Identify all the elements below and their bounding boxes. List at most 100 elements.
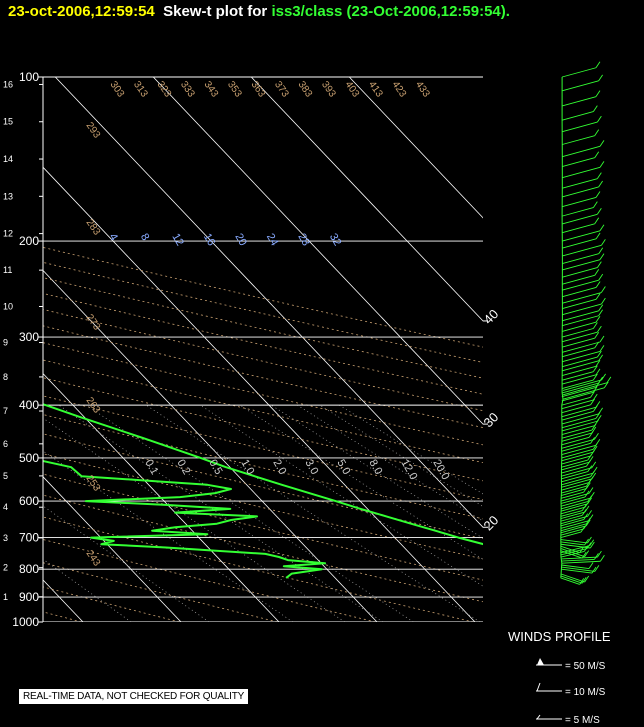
wind-barb-feather xyxy=(598,407,603,415)
height-km-label: 12 xyxy=(3,229,13,239)
wind-barb xyxy=(562,223,595,234)
isotherm-line xyxy=(43,372,280,622)
height-km-label: 9 xyxy=(3,338,8,348)
wind-barb xyxy=(562,230,601,242)
wind-barb xyxy=(560,506,586,515)
wind-barb-feather xyxy=(594,565,600,572)
wind-barb xyxy=(561,496,586,504)
wind-barb xyxy=(560,514,583,522)
wind-barb xyxy=(560,545,580,554)
wind-barb-feather xyxy=(600,297,606,305)
wind-barb-feather xyxy=(599,335,605,343)
wind-barb xyxy=(562,157,595,168)
wind-barb xyxy=(561,564,590,569)
wind-barb xyxy=(561,67,597,78)
height-km-label: 6 xyxy=(3,439,8,449)
wind-barb xyxy=(561,485,587,494)
dry-adiabat-line xyxy=(43,473,483,581)
wind-barb-feather xyxy=(587,497,592,505)
wind-barb xyxy=(561,186,599,198)
wind-legend-label: = 5 M/S xyxy=(565,715,600,726)
wind-barb xyxy=(561,476,591,486)
pressure-tick-label: 300 xyxy=(19,330,39,344)
wind-barb-feather xyxy=(594,129,600,136)
wind-barb-feather xyxy=(590,391,595,398)
wind-barb-feather xyxy=(589,539,595,546)
height-km-label: 4 xyxy=(3,502,8,512)
wind-barb-feather xyxy=(598,273,604,281)
wind-barb xyxy=(560,503,588,512)
wind-legend-feather xyxy=(536,682,541,692)
wind-barb xyxy=(561,501,588,510)
wind-profile-staff xyxy=(560,77,564,578)
wind-barb-feather xyxy=(592,201,598,208)
temperature-tick-label: 30 xyxy=(481,409,502,430)
dry-adiabat-label: 283 xyxy=(84,217,103,237)
wind-barb-feather xyxy=(589,491,595,499)
wind-barb-feather xyxy=(595,293,601,300)
wind-barb-feather xyxy=(598,376,603,384)
wind-barb xyxy=(561,328,594,338)
wind-barb-feather xyxy=(587,510,592,517)
wind-legend-label: = 10 M/S xyxy=(565,687,606,698)
mixing-ratio-label: 8 xyxy=(138,232,151,243)
dry-adiabat-line xyxy=(43,539,376,622)
wind-barb-feather xyxy=(599,253,605,260)
wind-barb xyxy=(561,451,594,462)
wind-barb xyxy=(560,577,580,585)
wind-barb xyxy=(561,448,594,459)
dry-adiabat-line xyxy=(43,377,483,482)
wind-legend-label: = 50 M/S xyxy=(565,661,606,672)
wind-barb xyxy=(561,321,597,332)
wind-barb xyxy=(561,558,595,562)
dry-adiabat-line xyxy=(43,247,483,348)
wind-barb xyxy=(562,166,601,179)
wind-barb xyxy=(562,274,595,285)
wind-barb-feather xyxy=(588,562,594,569)
dry-adiabat-label: 433 xyxy=(413,79,432,99)
title-timestamp: 23-oct-2006,12:59:54 xyxy=(8,3,155,20)
wind-barb xyxy=(562,287,597,298)
wind-barb xyxy=(561,411,594,421)
wind-barb xyxy=(562,310,599,322)
wind-barb xyxy=(561,365,597,376)
quality-notice: REAL-TIME DATA, NOT CHECKED FOR QUALITY xyxy=(19,689,249,704)
height-km-label: 11 xyxy=(3,265,12,275)
dry-adiabat-label: 363 xyxy=(249,79,268,99)
wind-barb xyxy=(561,360,599,372)
height-km-label: 8 xyxy=(3,372,8,382)
dry-adiabat-label: 333 xyxy=(178,79,197,99)
pressure-tick-label: 100 xyxy=(19,70,39,84)
wind-barb xyxy=(562,387,605,400)
dry-adiabat-line xyxy=(43,453,483,560)
wind-barb-feather xyxy=(592,386,598,393)
wind-barb-feather xyxy=(598,309,603,316)
wind-barb xyxy=(561,96,597,107)
dry-adiabat-label: 303 xyxy=(108,79,127,99)
wind-barb xyxy=(562,382,607,396)
dry-adiabat-label: 313 xyxy=(131,79,150,99)
isotherm-line xyxy=(43,269,378,622)
wind-barb xyxy=(560,548,588,556)
wind-barb-feather xyxy=(595,315,601,323)
wind-barb-feather xyxy=(606,376,612,384)
wind-barb-feather xyxy=(598,354,603,362)
wind-barb xyxy=(560,541,585,546)
wind-barb-feather xyxy=(598,74,603,82)
wind-barb-feather xyxy=(590,437,595,444)
dry-adiabat-line xyxy=(43,494,483,603)
wind-barb-feather xyxy=(598,180,603,188)
wind-barb xyxy=(560,548,585,558)
wind-barb-feather xyxy=(594,433,599,440)
wind-legend-pennant xyxy=(537,658,544,665)
mixing-ratio-label: 0.1 xyxy=(142,458,160,477)
wind-barb-feather xyxy=(591,426,597,434)
dry-adiabat-line xyxy=(43,309,483,412)
mixing-ratio-label: 12.0 xyxy=(398,458,419,483)
wind-barb xyxy=(562,244,602,257)
mixing-ratio-line xyxy=(86,404,414,622)
wind-barb-feather xyxy=(584,505,590,513)
wind-barb xyxy=(562,267,598,278)
wind-barb-feather xyxy=(596,325,602,333)
pressure-tick-label: 200 xyxy=(19,234,39,248)
